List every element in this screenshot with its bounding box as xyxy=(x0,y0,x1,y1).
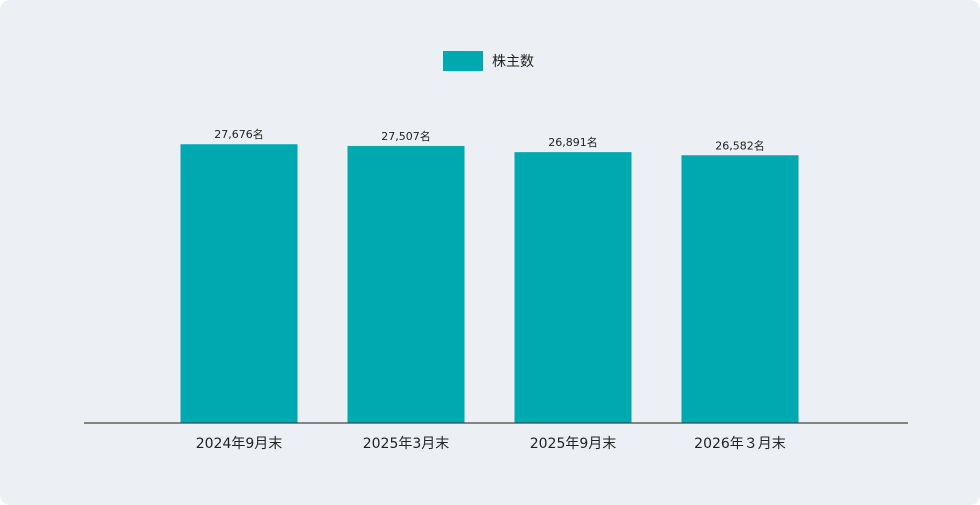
legend: 株主数 xyxy=(443,51,534,71)
legend-label-shareholders: 株主数 xyxy=(492,54,534,70)
bar-2 xyxy=(514,152,632,423)
x-tick-label-2: 2025年9月末 xyxy=(530,436,617,452)
x-tick-label-3: 2026年３月末 xyxy=(694,436,786,452)
bar-0 xyxy=(180,144,298,423)
bar-1 xyxy=(347,145,465,423)
x-tick-label-0: 2024年9月末 xyxy=(196,436,283,452)
x-tick-label-1: 2025年3月末 xyxy=(363,436,450,452)
bar-value-label-2: 26,891名 xyxy=(548,135,598,149)
bar-3 xyxy=(681,155,799,423)
bar-value-label-1: 27,507名 xyxy=(381,129,431,143)
legend-swatch xyxy=(443,51,483,71)
bar-value-label-3: 26,582名 xyxy=(715,138,765,152)
bar-value-label-0: 27,676名 xyxy=(214,127,264,141)
